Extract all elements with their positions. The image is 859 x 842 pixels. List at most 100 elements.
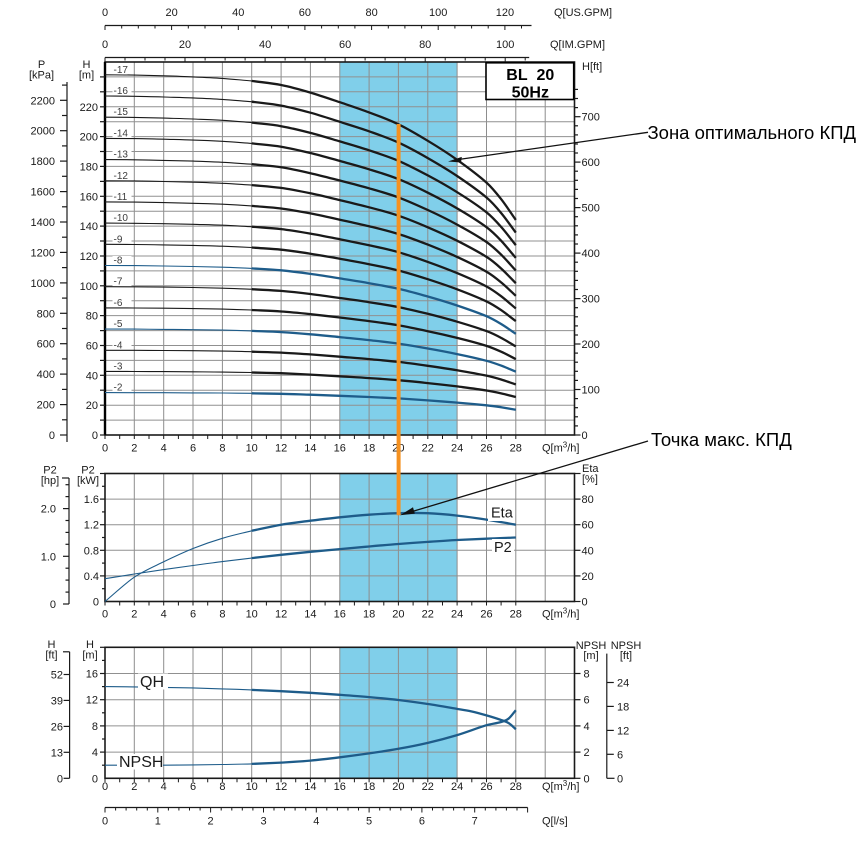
svg-text:0: 0 [92,773,98,785]
svg-text:80: 80 [86,311,98,323]
svg-text:400: 400 [582,248,600,260]
svg-text:39: 39 [51,695,63,707]
svg-text:NPSH: NPSH [119,754,163,771]
svg-text:40: 40 [86,370,98,382]
svg-text:0: 0 [102,7,108,19]
svg-text:14: 14 [304,443,316,455]
svg-text:-16: -16 [114,86,129,97]
svg-text:1000: 1000 [31,278,55,290]
svg-text:0: 0 [93,597,99,609]
svg-text:0: 0 [102,39,108,51]
svg-text:0: 0 [50,599,56,611]
svg-text:16: 16 [334,609,346,621]
svg-text:60: 60 [299,7,311,19]
svg-text:18: 18 [363,443,375,455]
svg-text:Q[m3/h]: Q[m3/h] [542,779,579,793]
svg-text:6: 6 [190,609,196,621]
svg-text:140: 140 [80,221,98,233]
svg-text:H[ft]: H[ft] [582,61,602,73]
svg-text:26: 26 [480,443,492,455]
svg-text:P2: P2 [43,465,56,477]
svg-text:0: 0 [102,781,108,793]
svg-text:-4: -4 [114,340,123,351]
svg-text:16: 16 [334,781,346,793]
svg-text:22: 22 [422,609,434,621]
svg-text:13: 13 [51,747,63,759]
svg-text:-11: -11 [114,192,128,203]
svg-text:0: 0 [582,430,588,442]
svg-text:1.0: 1.0 [41,551,56,563]
svg-text:160: 160 [80,191,98,203]
svg-text:500: 500 [582,203,600,215]
svg-text:10: 10 [246,443,258,455]
svg-text:26: 26 [480,781,492,793]
svg-text:200: 200 [80,132,98,144]
svg-text:16: 16 [86,669,98,681]
svg-text:2: 2 [131,443,137,455]
svg-text:60: 60 [86,341,98,353]
svg-text:26: 26 [51,721,63,733]
svg-text:-5: -5 [114,319,123,330]
svg-text:16: 16 [334,443,346,455]
svg-text:0: 0 [617,773,623,785]
svg-text:8: 8 [92,721,98,733]
svg-text:Q[m3/h]: Q[m3/h] [542,607,579,621]
svg-text:100: 100 [80,281,98,293]
svg-text:600: 600 [582,157,600,169]
svg-text:-3: -3 [114,361,123,372]
svg-text:H: H [83,59,91,71]
svg-text:[m]: [m] [79,70,94,82]
svg-text:14: 14 [304,609,316,621]
svg-text:4: 4 [161,781,167,793]
svg-text:Eta: Eta [491,506,514,522]
svg-text:-12: -12 [114,171,129,182]
svg-text:100: 100 [429,7,447,19]
svg-text:0: 0 [102,443,108,455]
svg-text:40: 40 [259,39,271,51]
svg-text:4: 4 [313,816,319,828]
svg-text:8: 8 [219,781,225,793]
svg-text:0: 0 [582,597,588,609]
svg-text:-9: -9 [114,234,123,245]
svg-text:0: 0 [49,430,55,442]
svg-text:1600: 1600 [31,187,55,199]
svg-text:20: 20 [165,7,177,19]
svg-text:0.8: 0.8 [84,545,99,557]
svg-text:4: 4 [584,721,590,733]
svg-text:0.4: 0.4 [84,571,99,583]
svg-text:18: 18 [363,609,375,621]
svg-text:24: 24 [451,609,463,621]
svg-text:28: 28 [510,443,522,455]
svg-text:24: 24 [451,443,463,455]
svg-text:Q[US.GPM]: Q[US.GPM] [554,7,612,19]
svg-text:[%]: [%] [582,474,598,486]
svg-text:-8: -8 [114,256,123,267]
svg-text:18: 18 [617,701,629,713]
svg-text:80: 80 [365,7,377,19]
svg-text:1.2: 1.2 [84,520,99,532]
svg-text:8: 8 [219,609,225,621]
svg-text:400: 400 [37,369,55,381]
svg-text:1: 1 [155,816,161,828]
svg-text:-17: -17 [114,65,129,76]
svg-text:-6: -6 [114,298,123,309]
svg-text:50Hz: 50Hz [512,85,549,102]
svg-text:[m]: [m] [583,650,598,662]
svg-text:100: 100 [582,385,600,397]
svg-text:80: 80 [419,39,431,51]
svg-text:12: 12 [617,725,629,737]
svg-text:120: 120 [496,7,514,19]
svg-text:-2: -2 [114,383,123,394]
svg-text:-10: -10 [114,213,129,224]
svg-text:QH: QH [140,674,164,691]
svg-text:P2: P2 [81,465,94,477]
svg-text:0: 0 [584,773,590,785]
svg-text:1400: 1400 [31,217,55,229]
svg-text:800: 800 [37,308,55,320]
svg-text:220: 220 [80,102,98,114]
svg-text:2: 2 [584,747,590,759]
svg-text:0: 0 [57,773,63,785]
svg-text:600: 600 [37,339,55,351]
svg-text:700: 700 [582,112,600,124]
svg-text:40: 40 [232,7,244,19]
